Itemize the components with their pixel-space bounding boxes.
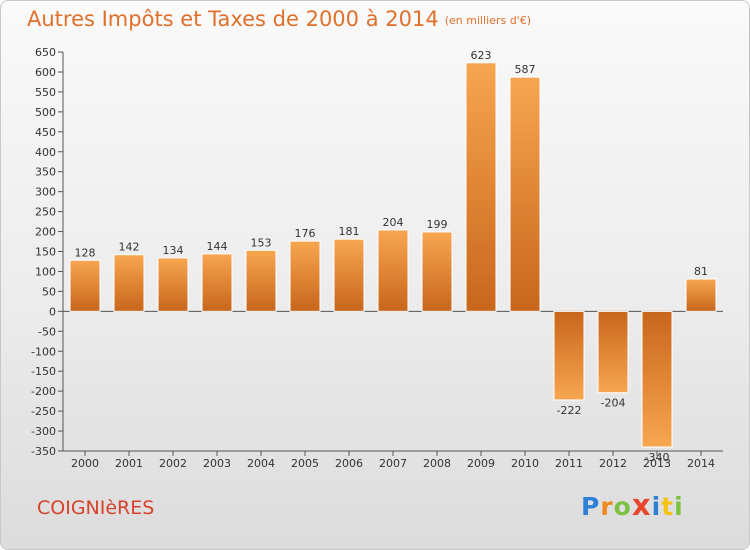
logo-letter: t [661, 492, 675, 521]
x-tick-label: 2010 [511, 457, 539, 470]
bar-2000 [69, 259, 101, 312]
y-tick-label: 550 [35, 86, 56, 99]
x-tick-label: 2000 [71, 457, 99, 470]
chart-title-text: Autres Impôts et Taxes de 2000 à 2014 [27, 7, 439, 31]
data-label-2004: 153 [251, 236, 272, 249]
bar-2004 [245, 249, 277, 312]
bar-2005 [289, 240, 321, 312]
logo-letter: P [581, 492, 601, 521]
chart-title: Autres Impôts et Taxes de 2000 à 2014 (en… [27, 7, 531, 31]
data-labels: 128 142 134 144 153 176 181 204 199 623 587 -222 -20… [75, 49, 709, 464]
bar-2011 [553, 310, 585, 401]
y-tick-label: -200 [31, 385, 56, 398]
y-tick-label: -50 [38, 325, 56, 338]
logo-letter: i [651, 492, 662, 521]
y-tick-label: 100 [35, 265, 56, 278]
bar-2002 [157, 257, 189, 312]
data-label-2003: 144 [207, 240, 228, 253]
bar-2008 [421, 231, 453, 312]
logo-letter: o [613, 492, 632, 521]
y-axis: 650600550500450400350300250200150100500-… [31, 46, 64, 458]
x-tick-label: 2011 [555, 457, 583, 470]
bars [69, 62, 717, 448]
y-tick-label: 200 [35, 226, 56, 239]
data-label-2014: 81 [694, 265, 708, 278]
data-label-2013: -340 [645, 451, 670, 464]
x-tick-label: 2002 [159, 457, 187, 470]
y-tick-label: 600 [35, 66, 56, 79]
bar-2006 [333, 238, 365, 312]
chart-subtitle: (en milliers d'€) [444, 14, 531, 27]
x-tick-label: 2013 [643, 457, 671, 470]
bar-2009 [465, 62, 497, 312]
y-tick-label: 350 [35, 166, 56, 179]
bar-2014 [685, 278, 717, 312]
y-tick-label: -250 [31, 405, 56, 418]
bar-2007 [377, 229, 409, 312]
proxiti-logo[interactable]: Proxiti [581, 488, 684, 522]
data-label-2006: 181 [339, 225, 360, 238]
x-axis: 2000 2001 2002 2003 2004 2005 2006 2007 2008 2009… [63, 310, 723, 470]
y-tick-label: 650 [35, 46, 56, 59]
y-tick-label: 450 [35, 126, 56, 139]
data-label-2009: 623 [471, 49, 492, 62]
x-tick-label: 2005 [291, 457, 319, 470]
y-tick-label: -350 [31, 445, 56, 458]
y-tick-label: 0 [49, 305, 56, 318]
x-tick-label: 2012 [599, 457, 627, 470]
data-label-2008: 199 [427, 218, 448, 231]
x-tick-label: 2003 [203, 457, 231, 470]
data-label-2010: 587 [515, 63, 536, 76]
x-tick-label: 2001 [115, 457, 143, 470]
y-tick-label: 50 [42, 285, 56, 298]
data-label-2001: 142 [119, 241, 140, 254]
y-tick-label: 300 [35, 186, 56, 199]
logo-letter: x [631, 488, 652, 522]
data-label-2005: 176 [295, 227, 316, 240]
data-label-2002: 134 [163, 244, 184, 257]
bar-2010 [509, 76, 541, 312]
y-tick-label: 400 [35, 146, 56, 159]
y-tick-label: 250 [35, 206, 56, 219]
commune-name: COIGNIèRES [37, 497, 155, 519]
x-tick-label: 2007 [379, 457, 407, 470]
x-tick-label: 2004 [247, 457, 275, 470]
x-tick-label: 2008 [423, 457, 451, 470]
data-label-2007: 204 [383, 216, 404, 229]
bar-2013 [641, 310, 673, 448]
y-tick-label: -100 [31, 345, 56, 358]
x-tick-label: 2014 [687, 457, 715, 470]
logo-letter: i [674, 492, 684, 521]
y-tick-label: -150 [31, 365, 56, 378]
y-tick-label: -300 [31, 425, 56, 438]
bar-2003 [201, 253, 233, 312]
x-tick-label: 2009 [467, 457, 495, 470]
data-label-2000: 128 [75, 246, 96, 259]
x-tick-label: 2006 [335, 457, 363, 470]
data-label-2012: -204 [601, 397, 626, 410]
y-tick-label: 500 [35, 106, 56, 119]
bar-2012 [597, 310, 629, 394]
logo-letter: r [600, 492, 614, 521]
bar-2001 [113, 254, 145, 312]
data-label-2011: -222 [557, 404, 582, 417]
y-tick-label: 150 [35, 246, 56, 259]
